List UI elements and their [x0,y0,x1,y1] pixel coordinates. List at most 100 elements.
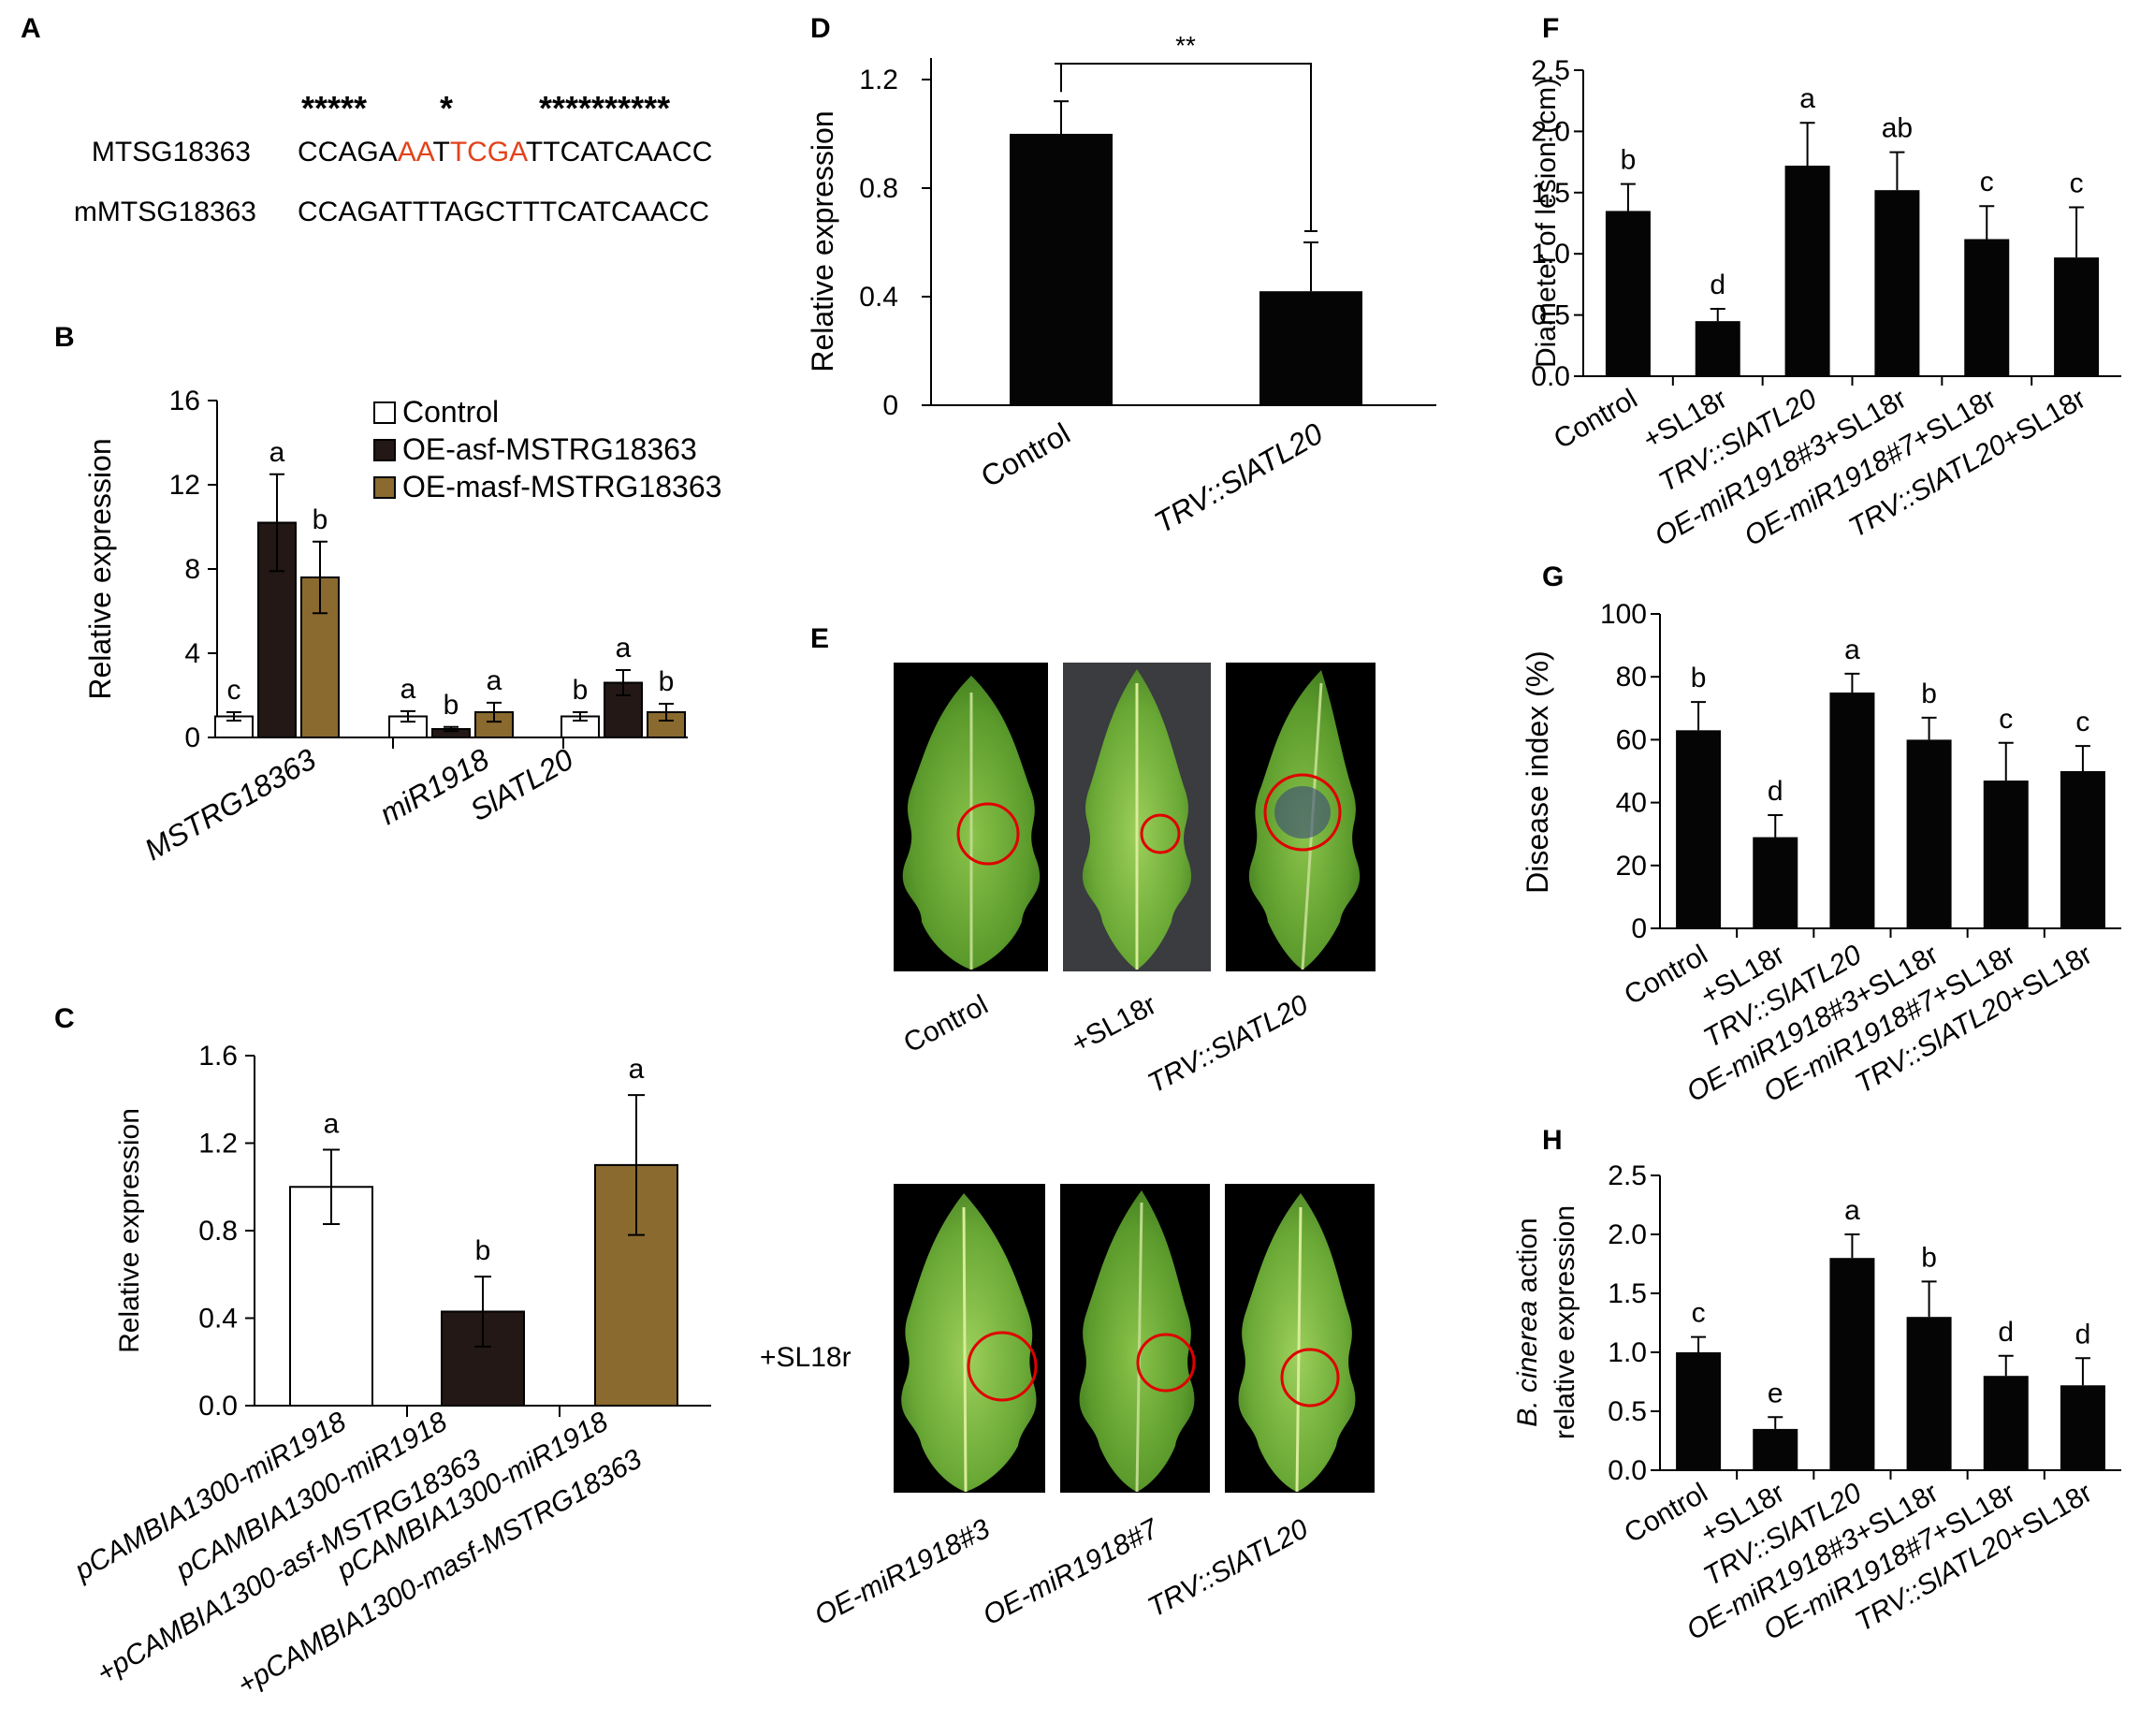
bar [1874,190,1920,376]
y-tick-label: 1.0 [1531,239,1570,270]
conservation-stars-right: ********** [539,89,670,127]
lesion-circle [1136,1333,1196,1393]
y-tick-label: 40 [1616,788,1647,819]
y-axis-label-line2: relative expression [1550,1205,1580,1439]
significance-letter: c [1980,167,1994,197]
y-tick-label: 1.5 [1608,1278,1647,1309]
significance-letter: c [2070,168,2084,198]
photo-oe-mir1918-3 [894,1184,1045,1493]
photo-label-control: Control [898,989,993,1059]
lesion-circle [1263,773,1342,852]
leaf-shape [901,1193,1037,1492]
significance-letter: d [2075,1319,2091,1349]
row-label-sl18r: +SL18r [760,1342,852,1373]
photo-trv-slatl20-sl18r [1225,1184,1375,1493]
photo-oe-mir1918-7 [1060,1184,1210,1493]
panel-letter-c: C [54,1003,75,1034]
seq1-part2: AA [398,137,435,168]
x-tick-label: Control [1619,939,1712,1011]
lesion-circle [967,1331,1038,1402]
legend-label: Control [402,395,499,429]
bar [1829,1258,1875,1470]
y-axis-label: Relative expression [83,438,117,699]
y-tick-label: 1.0 [1608,1337,1647,1368]
y-tick-label: 0.8 [859,173,898,204]
legend-swatch [373,439,396,461]
bar [289,1186,373,1407]
y-tick-label: 0.0 [198,1391,238,1422]
significance-letter: a [616,633,632,664]
bar [1676,730,1722,928]
photo-sl18r [1063,663,1211,971]
y-tick-label: 1.6 [198,1041,238,1072]
bar [1010,134,1113,405]
bar [1906,1317,1952,1470]
bar [1906,739,1952,928]
significance-letter: d [1768,776,1783,807]
panel-a: A ***** * ********** MTSG18363 CCAGAAATT… [21,13,712,227]
bar [1964,239,2010,376]
y-tick-label: 8 [184,554,200,585]
significance-letter: c [2075,707,2089,737]
bar [1983,1376,2029,1470]
y-tick-label: 2.5 [1531,55,1570,86]
bar [2060,1385,2105,1470]
panel-letter-e: E [810,623,829,654]
conservation-stars-mid: * [440,89,453,127]
y-tick-label: 1.2 [859,65,898,95]
significance-letter: b [659,666,675,697]
bar [1753,1428,1798,1470]
legend-swatch [373,476,396,499]
significance-letter: a [1844,1195,1860,1226]
photo-trv-slatl20 [1226,663,1376,971]
significance-marker: ** [1175,31,1196,60]
leaf-shape [1238,1193,1356,1492]
bar [1676,1352,1722,1470]
sequence-label-1: MTSG18363 [92,137,251,168]
photo-control [894,663,1048,971]
panel-letter-h: H [1542,1125,1563,1156]
significance-letter: a [400,674,416,705]
significance-letter: b [1691,663,1707,693]
y-tick-label: 1.5 [1531,178,1570,209]
y-tick-label: 0 [184,722,200,753]
y-tick-label: 2.0 [1531,116,1570,147]
y-tick-label: 4 [184,638,200,669]
significance-letter: b [1921,678,1937,709]
bar [2054,257,2100,376]
seq1-part1: CCAGA [298,137,398,168]
significance-letter: a [629,1054,645,1085]
significance-letter: b [1621,145,1637,176]
significance-letter: c [1692,1298,1706,1329]
photo-label-sl18r: +SL18r [1067,989,1162,1059]
sequence-1: CCAGAAATTCGATTCATCAACC [298,137,712,168]
y-tick-label: 0.0 [1531,361,1570,392]
panel-letter-g: G [1542,562,1564,592]
y-tick-label: 0.5 [1531,300,1570,331]
significance-letter: b [313,504,328,535]
y-tick-label: 2.0 [1608,1219,1647,1250]
bar [1753,837,1798,928]
significance-letter: a [269,437,285,468]
y-tick-label: 1.2 [198,1129,238,1160]
significance-bracket [1060,63,1312,231]
y-tick-label: 16 [169,386,200,416]
panel-letter-d: D [810,13,831,44]
y-tick-label: 60 [1616,724,1647,755]
photo-label-trv: TRV::SlATL20 [1143,989,1313,1100]
y-tick-label: 0.0 [1608,1455,1647,1486]
bar [1259,291,1362,405]
significance-letter: b [573,675,589,706]
panel-letter-a: A [21,13,41,44]
significance-letter: b [475,1235,491,1266]
panel-d-chart: D 0 0.4 0.8 1.2 Relative expression ** Control T… [806,13,1436,540]
panel-letter-b: B [54,322,75,353]
photo-label-oe7: OE-miR1918#7 [978,1512,1164,1631]
sequence-2: CCAGATTTAGCTTTCATCAACC [298,197,709,227]
significance-letter: b [1921,1242,1937,1273]
panel-letter-f: F [1542,13,1559,44]
